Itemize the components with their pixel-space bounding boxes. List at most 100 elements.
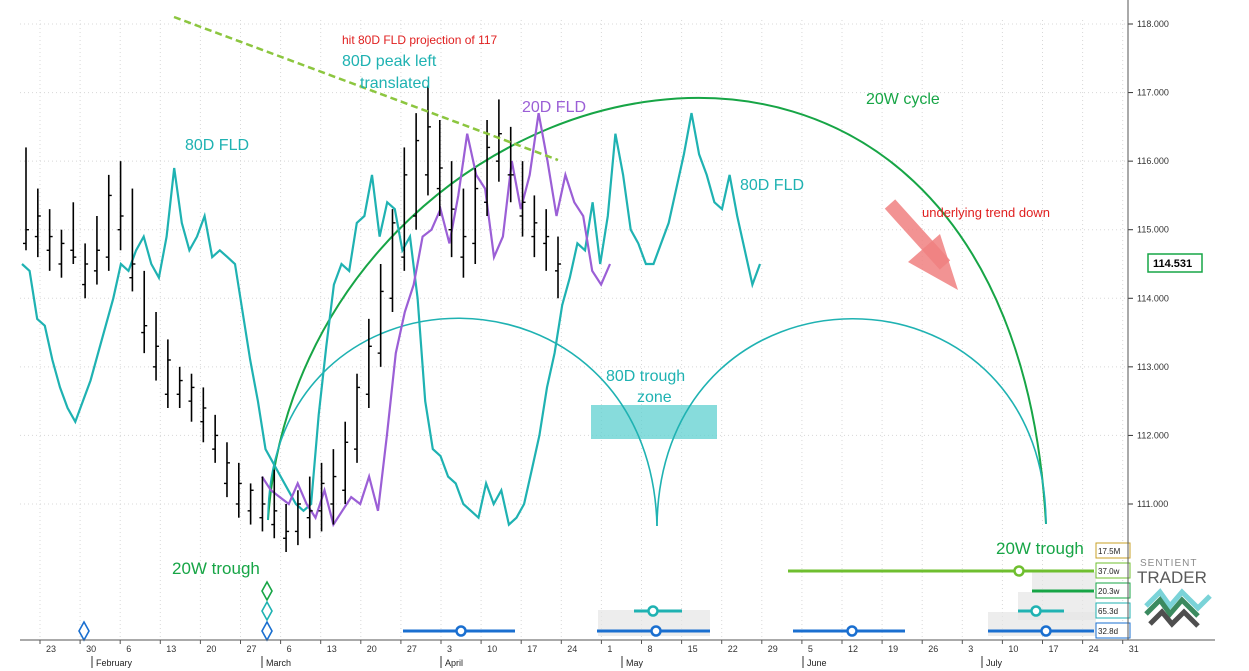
last-price-tag: 114.531 bbox=[1147, 253, 1203, 273]
cycle-period-box bbox=[1095, 582, 1131, 599]
month-label: February bbox=[96, 658, 133, 668]
trough-zone-layer bbox=[591, 405, 717, 439]
cycle-period-label: 65.3d bbox=[1098, 607, 1118, 616]
x-tick-label: 17 bbox=[1049, 644, 1059, 654]
lane-37w-dot bbox=[1013, 565, 1025, 577]
x-tick-label: 20 bbox=[367, 644, 377, 654]
lane-32d-2-dot bbox=[650, 625, 662, 637]
y-tick-label: 111.000 bbox=[1137, 499, 1168, 509]
label-20w-cycle: 20W cycle bbox=[866, 91, 940, 108]
x-tick-label: 3 bbox=[968, 644, 973, 654]
y-tick-label: 118.000 bbox=[1137, 19, 1169, 29]
x-tick-label: 10 bbox=[1008, 644, 1018, 654]
y-tick-label: 116.000 bbox=[1137, 156, 1169, 166]
x-tick-label: 24 bbox=[567, 644, 577, 654]
gridlines bbox=[20, 20, 1128, 640]
label-trough-zone-2: zone bbox=[637, 389, 672, 406]
label-20w-trough-left: 20W trough bbox=[172, 559, 260, 578]
cycle-period-box bbox=[1095, 542, 1131, 559]
x-tick-label: 6 bbox=[287, 644, 292, 654]
x-tick-label: 15 bbox=[688, 644, 698, 654]
cycle-arcs bbox=[267, 97, 1047, 527]
annotation-trend-down: underlying trend down bbox=[922, 205, 1050, 220]
month-label: July bbox=[986, 658, 1003, 668]
x-tick-label: 17 bbox=[527, 644, 537, 654]
label-20w-trough-right: 20W trough bbox=[996, 539, 1084, 558]
x-tick-label: 6 bbox=[126, 644, 131, 654]
y-tick-label: 113.000 bbox=[1137, 362, 1169, 372]
x-tick-label: 27 bbox=[247, 644, 257, 654]
annotation-peak-left-1: 80D peak left bbox=[342, 53, 437, 70]
lane-32d-1-dot bbox=[455, 625, 467, 637]
month-label: May bbox=[626, 658, 644, 668]
label-fld80-left: 80D FLD bbox=[185, 137, 249, 154]
x-tick-label: 26 bbox=[928, 644, 938, 654]
trendline-layer bbox=[173, 15, 958, 290]
cycle-period-label: 32.8d bbox=[1098, 627, 1118, 636]
cycle-period-box bbox=[1095, 602, 1131, 619]
arc-20w bbox=[267, 97, 1047, 525]
fld20-line bbox=[261, 112, 612, 528]
x-tick-label: 19 bbox=[888, 644, 898, 654]
x-tick-label: 13 bbox=[327, 644, 337, 654]
cycle-lanes: 17.5M 37.0w 20.3w 65.3d 32.8d bbox=[78, 542, 1131, 642]
y-tick-label: 112.000 bbox=[1137, 430, 1169, 440]
x-tick-label: 13 bbox=[166, 644, 176, 654]
fld20-layer bbox=[261, 112, 612, 528]
trendline bbox=[173, 15, 559, 162]
trough-diamond-icon bbox=[261, 580, 273, 602]
month-label: June bbox=[807, 658, 827, 668]
trough-diamond-icon bbox=[261, 600, 273, 622]
x-tick-label: 31 bbox=[1129, 644, 1139, 654]
brand-mark-icon bbox=[1144, 588, 1212, 628]
cycle-period-label: 20.3w bbox=[1098, 587, 1120, 596]
fld80-line bbox=[21, 112, 762, 527]
trend-arrow-head bbox=[908, 234, 958, 290]
brand-name-line2: TRADER bbox=[1137, 568, 1207, 587]
x-tick-label: 24 bbox=[1089, 644, 1099, 654]
trough-zone-box bbox=[591, 405, 717, 439]
x-tick-label: 10 bbox=[487, 644, 497, 654]
cycle-period-label: 17.5M bbox=[1098, 547, 1121, 556]
fld80-layer bbox=[21, 112, 762, 527]
cycle-period-label: 37.0w bbox=[1098, 567, 1120, 576]
x-tick-label: 1 bbox=[607, 644, 612, 654]
lane-shade bbox=[1032, 572, 1096, 590]
annotation-peak-left-2: translated bbox=[360, 75, 430, 92]
price-bars bbox=[23, 85, 561, 552]
last-price-value: 114.531 bbox=[1153, 258, 1192, 270]
y-tick-label: 114.000 bbox=[1137, 293, 1169, 303]
x-tick-label: 22 bbox=[728, 644, 738, 654]
x-tick-label: 5 bbox=[808, 644, 813, 654]
x-tick-label: 23 bbox=[46, 644, 56, 654]
trough-diamond-icon bbox=[261, 620, 273, 642]
x-tick-label: 30 bbox=[86, 644, 96, 654]
month-label: April bbox=[445, 658, 463, 668]
month-label: March bbox=[266, 658, 291, 668]
label-fld80-right: 80D FLD bbox=[740, 177, 804, 194]
brand-name-line1: SENTIENT bbox=[1140, 558, 1197, 569]
x-tick-label: 3 bbox=[447, 644, 452, 654]
x-tick-label: 20 bbox=[206, 644, 216, 654]
lane-32d-4-dot bbox=[1040, 625, 1052, 637]
y-tick-label: 117.000 bbox=[1137, 88, 1169, 98]
y-tick-label: 115.000 bbox=[1137, 225, 1169, 235]
x-tick-label: 8 bbox=[648, 644, 653, 654]
arc-80d-2 bbox=[656, 318, 1047, 527]
lane-65d-1-dot bbox=[647, 605, 659, 617]
label-fld20: 20D FLD bbox=[522, 99, 586, 116]
axes: 118.000 117.000 116.000 115.000 114.000 113.0… bbox=[20, 0, 1215, 668]
brand-logo: SENTIENT TRADER bbox=[1137, 558, 1212, 628]
x-tick-label: 29 bbox=[768, 644, 778, 654]
x-tick-label: 12 bbox=[848, 644, 858, 654]
cycle-period-box bbox=[1095, 562, 1131, 579]
cycle-period-box bbox=[1095, 622, 1131, 639]
x-tick-label: 27 bbox=[407, 644, 417, 654]
lane-65d-2-dot bbox=[1030, 605, 1042, 617]
annotation-hit-fld: hit 80D FLD projection of 117 bbox=[342, 33, 498, 47]
arc-80d-1 bbox=[267, 317, 658, 527]
label-trough-zone-1: 80D trough bbox=[606, 368, 685, 385]
lane-32d-3-dot bbox=[846, 625, 858, 637]
